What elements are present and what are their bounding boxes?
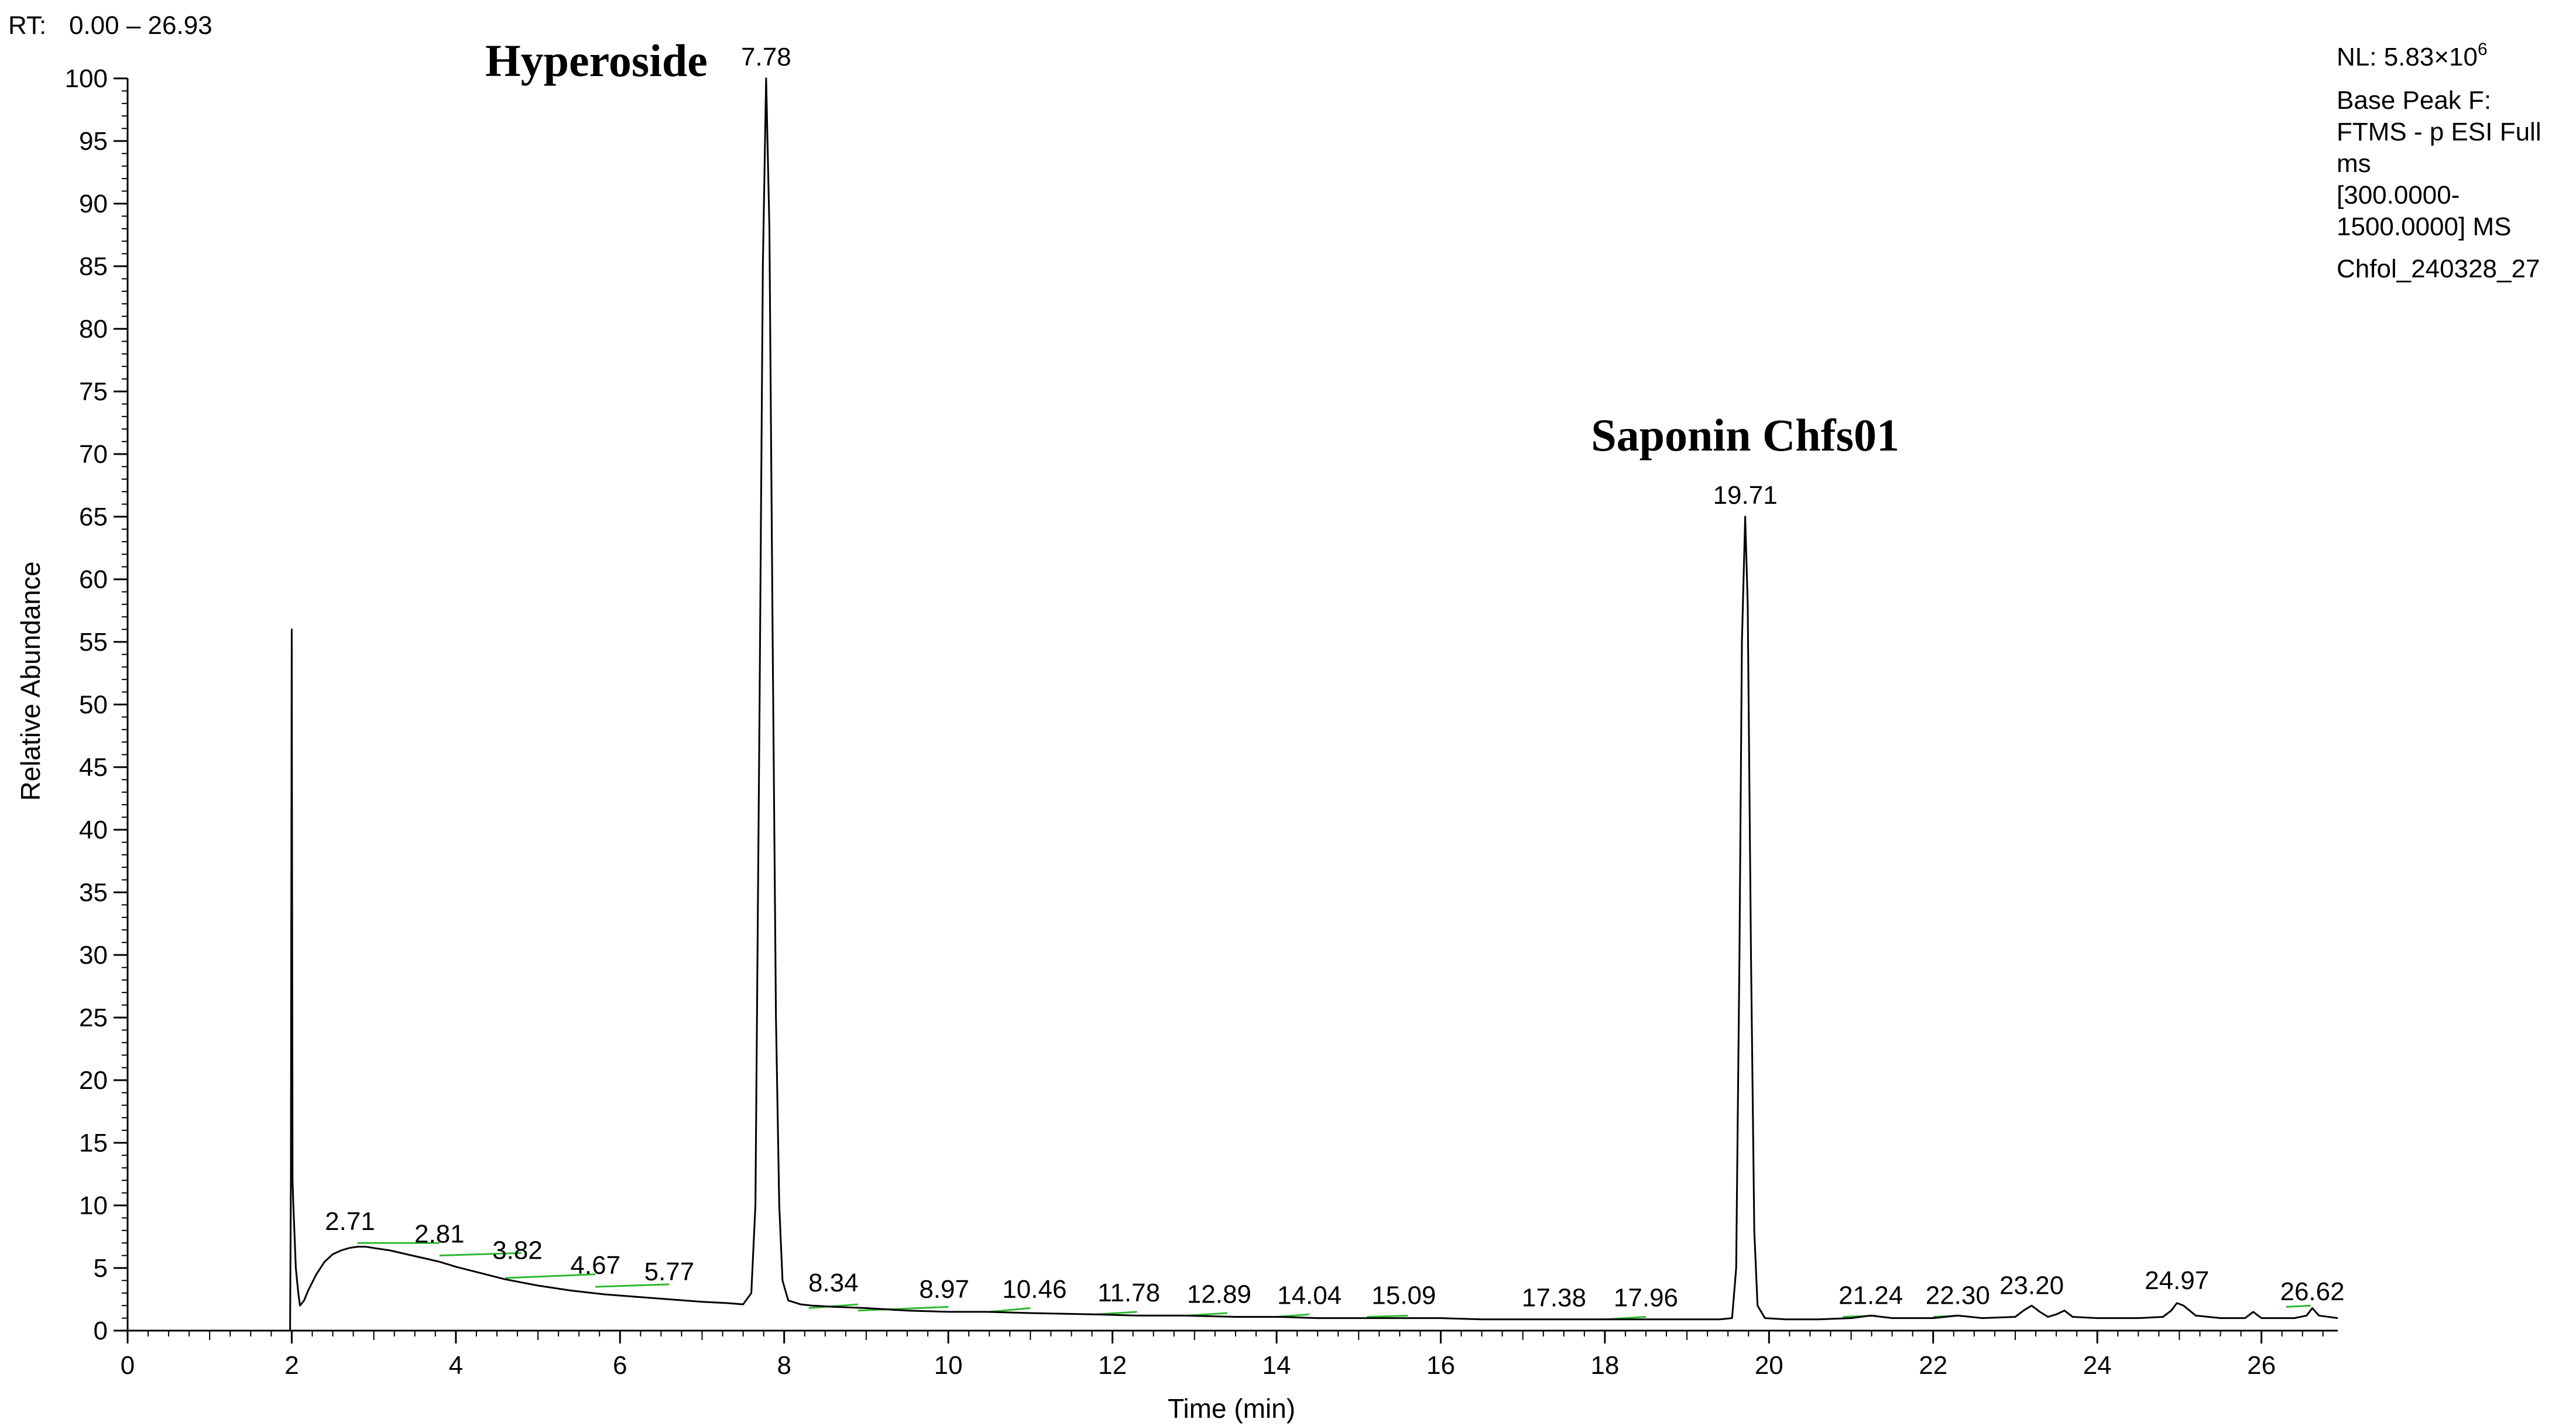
- integration-baseline: [989, 1307, 1031, 1313]
- rt-label: RT:: [8, 11, 46, 40]
- y-tick-label: 35: [79, 878, 108, 907]
- x-tick-label: 16: [1426, 1351, 1455, 1380]
- x-tick-label: 24: [2083, 1351, 2112, 1380]
- nl-exponent: 6: [2478, 40, 2488, 59]
- y-tick-label: 20: [79, 1066, 108, 1095]
- rt-range-value: 0.00 – 26.93: [69, 11, 212, 40]
- peak-label: 8.97: [919, 1275, 969, 1304]
- x-tick-label: 26: [2247, 1351, 2276, 1380]
- y-axis-label: Relative Abundance: [15, 561, 46, 800]
- peak-label: 14.04: [1277, 1281, 1342, 1310]
- peak-label: 12.89: [1187, 1280, 1251, 1308]
- y-tick-label: 90: [79, 190, 108, 218]
- y-tick-label: 15: [79, 1129, 108, 1157]
- peak-label: 26.62: [2280, 1277, 2344, 1306]
- integration-baseline: [857, 1305, 949, 1312]
- info-line: Chfol_240328_27: [2337, 255, 2540, 283]
- peak-label: 17.96: [1614, 1284, 1678, 1312]
- normalization-level: NL: 5.83×106: [2337, 40, 2488, 71]
- compound-annotation: Hyperoside: [485, 35, 708, 86]
- peak-label: 2.71: [325, 1207, 375, 1236]
- y-tick-label: 5: [94, 1254, 108, 1283]
- y-tick-label: 25: [79, 1004, 108, 1032]
- x-tick-label: 12: [1098, 1351, 1127, 1380]
- y-tick-label: 100: [65, 64, 108, 93]
- info-line: Base Peak F:: [2337, 86, 2491, 115]
- nl-prefix: NL: 5.83×10: [2337, 43, 2478, 71]
- peak-label: 24.97: [2145, 1266, 2209, 1295]
- integration-baseline: [1367, 1314, 1408, 1318]
- peak-label: 4.67: [570, 1251, 620, 1280]
- peak-label: 10.46: [1002, 1275, 1066, 1304]
- x-tick-label: 10: [934, 1351, 963, 1380]
- x-tick-label: 0: [121, 1351, 135, 1380]
- integration-baseline: [439, 1252, 522, 1257]
- y-tick-label: 85: [79, 252, 108, 281]
- x-tick-label: 6: [613, 1351, 627, 1380]
- peak-label: 11.78: [1097, 1279, 1160, 1307]
- y-tick-label: 50: [79, 690, 108, 719]
- y-tick-label: 80: [79, 315, 108, 343]
- x-tick-label: 4: [449, 1351, 463, 1380]
- x-tick-label: 18: [1590, 1351, 1619, 1380]
- chromatogram-trace: [128, 77, 2338, 1332]
- info-line: ms: [2337, 149, 2371, 178]
- integration-baseline: [2286, 1304, 2311, 1308]
- peak-label: 17.38: [1522, 1284, 1586, 1312]
- peak-label: 22.30: [1926, 1281, 1990, 1310]
- x-axis-label: Time (min): [1168, 1393, 1295, 1424]
- x-tick-label: 2: [284, 1351, 299, 1380]
- peak-label: 21.24: [1838, 1281, 1903, 1310]
- peak-label: 8.34: [808, 1269, 859, 1297]
- peak-label: 15.09: [1371, 1281, 1436, 1310]
- x-tick-label: 20: [1755, 1351, 1783, 1380]
- compound-annotation: Saponin Chfs01: [1591, 410, 1899, 461]
- peak-label: 19.71: [1713, 481, 1778, 510]
- peak-label: 5.77: [644, 1257, 695, 1286]
- y-tick-label: 40: [79, 816, 108, 844]
- y-tick-label: 55: [79, 628, 108, 657]
- y-tick-label: 60: [79, 565, 108, 594]
- y-tick-label: 70: [79, 440, 108, 469]
- y-tick-label: 95: [79, 127, 108, 156]
- y-tick-label: 75: [79, 377, 108, 406]
- x-tick-label: 14: [1263, 1351, 1291, 1380]
- integration-baseline: [505, 1273, 596, 1279]
- y-tick-label: 65: [79, 503, 108, 531]
- peak-label: 23.20: [1999, 1271, 2064, 1300]
- y-tick-label: 10: [79, 1191, 108, 1220]
- x-tick-label: 22: [1919, 1351, 1947, 1380]
- peak-label: 7.78: [741, 43, 791, 71]
- peak-label: 3.82: [492, 1236, 543, 1264]
- y-tick-label: 0: [94, 1317, 108, 1345]
- x-tick-label: 8: [777, 1351, 791, 1380]
- integration-baseline: [595, 1283, 670, 1288]
- peak-label: 2.81: [414, 1220, 465, 1249]
- info-line: [300.0000-: [2337, 181, 2460, 209]
- info-line: 1500.0000] MS: [2337, 212, 2511, 241]
- y-tick-label: 30: [79, 941, 108, 970]
- info-line: FTMS - p ESI Full: [2337, 118, 2541, 146]
- y-tick-label: 45: [79, 753, 108, 782]
